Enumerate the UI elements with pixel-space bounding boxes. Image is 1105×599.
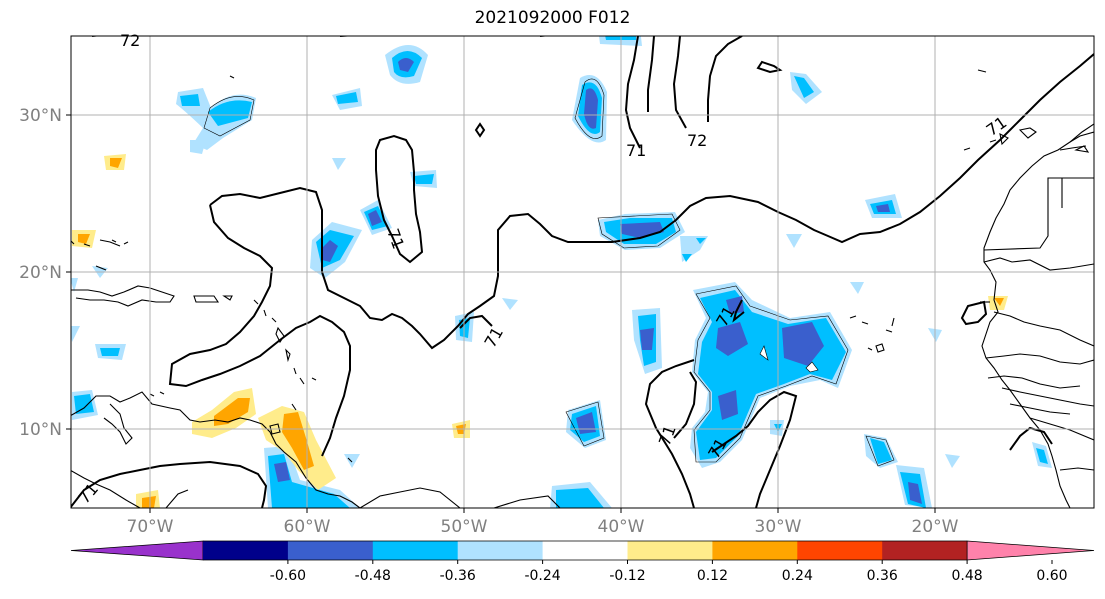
axis-ticks <box>66 114 936 513</box>
contour-label: 72 <box>687 131 707 150</box>
colorbar-segment <box>287 541 374 560</box>
colorbar-tick-label: 0.24 <box>782 568 813 584</box>
lon-label: 60°W <box>284 517 331 537</box>
colorbar-segment <box>203 541 289 560</box>
negative-anomaly-strong <box>274 58 922 504</box>
colorbar-tick-label: 0.12 <box>697 568 728 584</box>
lon-axis-labels: 70°W 60°W 50°W 40°W 30°W 20°W <box>127 517 959 537</box>
lon-label: 50°W <box>441 517 488 537</box>
lon-label: 70°W <box>127 517 174 537</box>
colorbar-tick-label: -0.48 <box>355 568 391 584</box>
colorbar-extend-min <box>70 540 204 561</box>
colorbar-segment <box>882 541 968 560</box>
lat-axis-labels: 30°N 20°N 10°N <box>19 106 62 440</box>
colorbar-tick-label: -0.60 <box>270 568 306 584</box>
colorbar-extend-max <box>966 540 1095 561</box>
colorbar-tick-label: 0.36 <box>867 568 898 584</box>
shading-outlines <box>203 78 895 467</box>
colorbar-segment <box>797 541 883 560</box>
contour-label: 71 <box>626 141 646 160</box>
colorbar-segment <box>542 541 628 560</box>
colorbar: -0.60 -0.48 -0.36 -0.24 -0.12 0.12 0.24 0.36 0.4… <box>70 540 1095 584</box>
colorbar-outline <box>203 540 968 561</box>
colorbar-segment <box>627 541 713 560</box>
lat-label: 30°N <box>19 106 62 126</box>
colorbar-tick-label: 0.48 <box>952 568 983 584</box>
grid-lines <box>71 36 1094 508</box>
colorbar-tick-label: -0.24 <box>524 568 560 584</box>
colorbar-tick-label: 0.60 <box>1036 568 1067 584</box>
colorbar-segment <box>457 541 544 560</box>
colorbar-tick-label: -0.12 <box>609 568 645 584</box>
map-title: 2021092000 F012 <box>474 8 631 28</box>
lon-label: 20°W <box>912 517 959 537</box>
colorbar-tick-label: -0.36 <box>440 568 476 584</box>
lon-label: 40°W <box>598 517 645 537</box>
lat-label: 20°N <box>19 263 62 283</box>
colorbar-segment <box>712 541 798 560</box>
zero-hole-markers <box>759 345 819 373</box>
lat-label: 10°N <box>19 420 62 440</box>
coastlines <box>71 69 1094 508</box>
map-field-layer <box>71 36 1094 508</box>
colorbar-segment <box>372 541 459 560</box>
contour-label: 72 <box>120 31 140 50</box>
lon-label: 30°W <box>755 517 802 537</box>
contour-lines <box>71 36 1094 508</box>
